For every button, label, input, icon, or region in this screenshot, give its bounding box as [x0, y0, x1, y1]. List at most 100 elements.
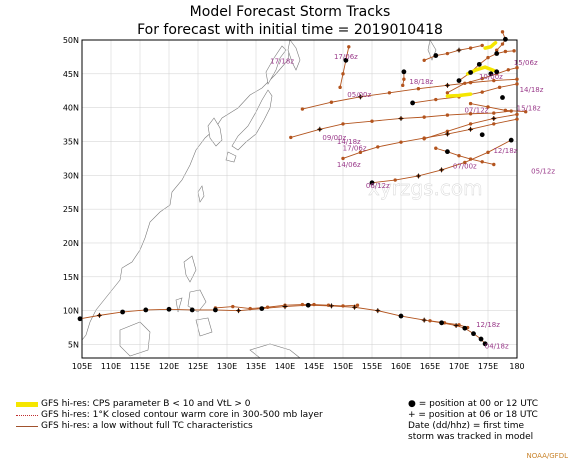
first-time-label: 05/12z — [531, 167, 555, 175]
first-time-label: 17/06z — [334, 53, 358, 61]
map-frame — [81, 39, 518, 359]
first-time-label: 15/18z — [517, 104, 541, 112]
track-point — [326, 303, 331, 307]
asia-mainland — [81, 39, 291, 341]
first-time-label: 12/18z — [476, 321, 500, 329]
track-point — [393, 178, 397, 182]
position-dot-00-12 — [343, 57, 349, 63]
lon-tick-label: 175E — [478, 362, 498, 371]
lon-tick-label: 110E — [101, 362, 121, 371]
track-point — [492, 111, 496, 115]
lat-tick-label: 10N — [63, 307, 79, 316]
storm-track-line — [424, 113, 518, 140]
lon-tick-label: 140E — [275, 362, 295, 371]
track-point — [486, 150, 490, 155]
position-dot-00-12 — [476, 61, 482, 67]
track-point — [422, 58, 426, 62]
position-dot-00-12 — [120, 309, 125, 315]
chart-title: Model Forecast Storm Tracks — [189, 4, 391, 20]
position-dot-00-12 — [456, 78, 462, 83]
track-point — [289, 135, 293, 140]
track-point — [480, 43, 484, 48]
track-point — [515, 66, 519, 70]
position-markers — [77, 36, 514, 347]
storm-track-line — [339, 46, 350, 88]
position-plus-06-18 — [444, 131, 450, 137]
first-time-label: 14/06z — [337, 161, 361, 169]
track-point — [468, 46, 473, 50]
lat-tick-label: 35N — [63, 137, 79, 146]
position-dot-00-12 — [503, 36, 508, 42]
legend-marker-plus: + = position at 06 or 18 UTC — [408, 410, 538, 420]
position-dot-00-12 — [189, 307, 195, 313]
first-time-label: 04/18z — [485, 343, 509, 351]
position-dot-00-12 — [478, 336, 484, 342]
lon-tick-label: 165E — [420, 362, 440, 371]
track-point — [468, 112, 473, 116]
track-point — [341, 72, 345, 76]
position-dot-00-12 — [508, 137, 514, 143]
track-point — [515, 112, 519, 117]
track-point — [401, 83, 405, 88]
lat-tick-label: 5N — [68, 340, 79, 349]
track-point — [445, 113, 450, 117]
first-time-label: 18/18z — [409, 78, 433, 86]
first-time-label: 05/00z — [347, 91, 371, 99]
lat-tick-label: 20N — [63, 239, 79, 248]
position-dot-00-12 — [213, 307, 218, 313]
lon-tick-label: 155E — [362, 362, 382, 371]
position-plus-06-18 — [456, 47, 462, 53]
track-point — [515, 117, 519, 121]
axis-labels: 105E 110E 115E 120E 125E 130E 135E 140E 145E 150E… — [63, 36, 525, 371]
lon-tick-label: 160E — [391, 362, 411, 371]
track-point — [480, 76, 484, 81]
lat-tick-label: 15N — [63, 273, 79, 282]
taiwan-island — [197, 185, 205, 203]
lon-tick-label: 120E — [159, 362, 179, 371]
legend-swatch-dotted — [16, 415, 38, 416]
track-point — [495, 48, 499, 52]
storm-track-line — [470, 103, 526, 113]
first-time-label: 14/18z — [337, 138, 361, 146]
track-point — [434, 146, 438, 150]
position-dot-00-12 — [77, 316, 83, 322]
position-plus-06-18 — [317, 126, 323, 132]
position-dot-00-12 — [305, 302, 311, 308]
track-point — [492, 162, 496, 167]
legend-marker-dot: ● = position at 00 or 12 UTC — [408, 399, 539, 409]
track-point — [492, 122, 496, 126]
position-dot-00-12 — [398, 313, 404, 319]
legend-text: GFS hi-res: 1°K closed contour warm core… — [41, 410, 323, 420]
track-point — [422, 115, 426, 119]
position-plus-06-18 — [328, 303, 334, 309]
watermark: xyrzgs.com — [368, 176, 483, 200]
position-dot-00-12 — [259, 306, 265, 312]
position-plus-06-18 — [453, 323, 459, 329]
korea-peninsula — [207, 117, 223, 147]
position-dot-00-12 — [401, 69, 407, 75]
storm-track-line — [79, 304, 486, 345]
lon-tick-label: 130E — [217, 362, 237, 371]
track-point — [515, 82, 519, 86]
position-plus-06-18 — [444, 82, 450, 88]
track-point — [358, 150, 363, 155]
storm-track-line — [496, 31, 506, 51]
track-point — [445, 91, 450, 95]
legend-text: GFS hi-res: CPS parameter B < 10 and VtL… — [41, 399, 251, 409]
track-point — [500, 30, 505, 34]
position-plus-06-18 — [282, 304, 288, 310]
legend-swatch-line — [16, 426, 38, 427]
position-dot-00-12 — [500, 95, 505, 100]
cps-highlight — [483, 40, 498, 50]
track-point — [480, 90, 484, 94]
legend-item-cps: GFS hi-res: CPS parameter B < 10 and VtL… — [16, 399, 323, 410]
first-time-label: 07/12z — [464, 106, 488, 114]
position-dot-00-12 — [410, 100, 415, 106]
track-point — [312, 302, 316, 307]
track-point — [376, 145, 380, 149]
track-point — [492, 78, 496, 83]
position-plus-06-18 — [491, 115, 497, 121]
track-point — [445, 51, 450, 56]
position-dot-00-12 — [482, 341, 488, 347]
lat-tick-label: 50N — [63, 36, 79, 45]
